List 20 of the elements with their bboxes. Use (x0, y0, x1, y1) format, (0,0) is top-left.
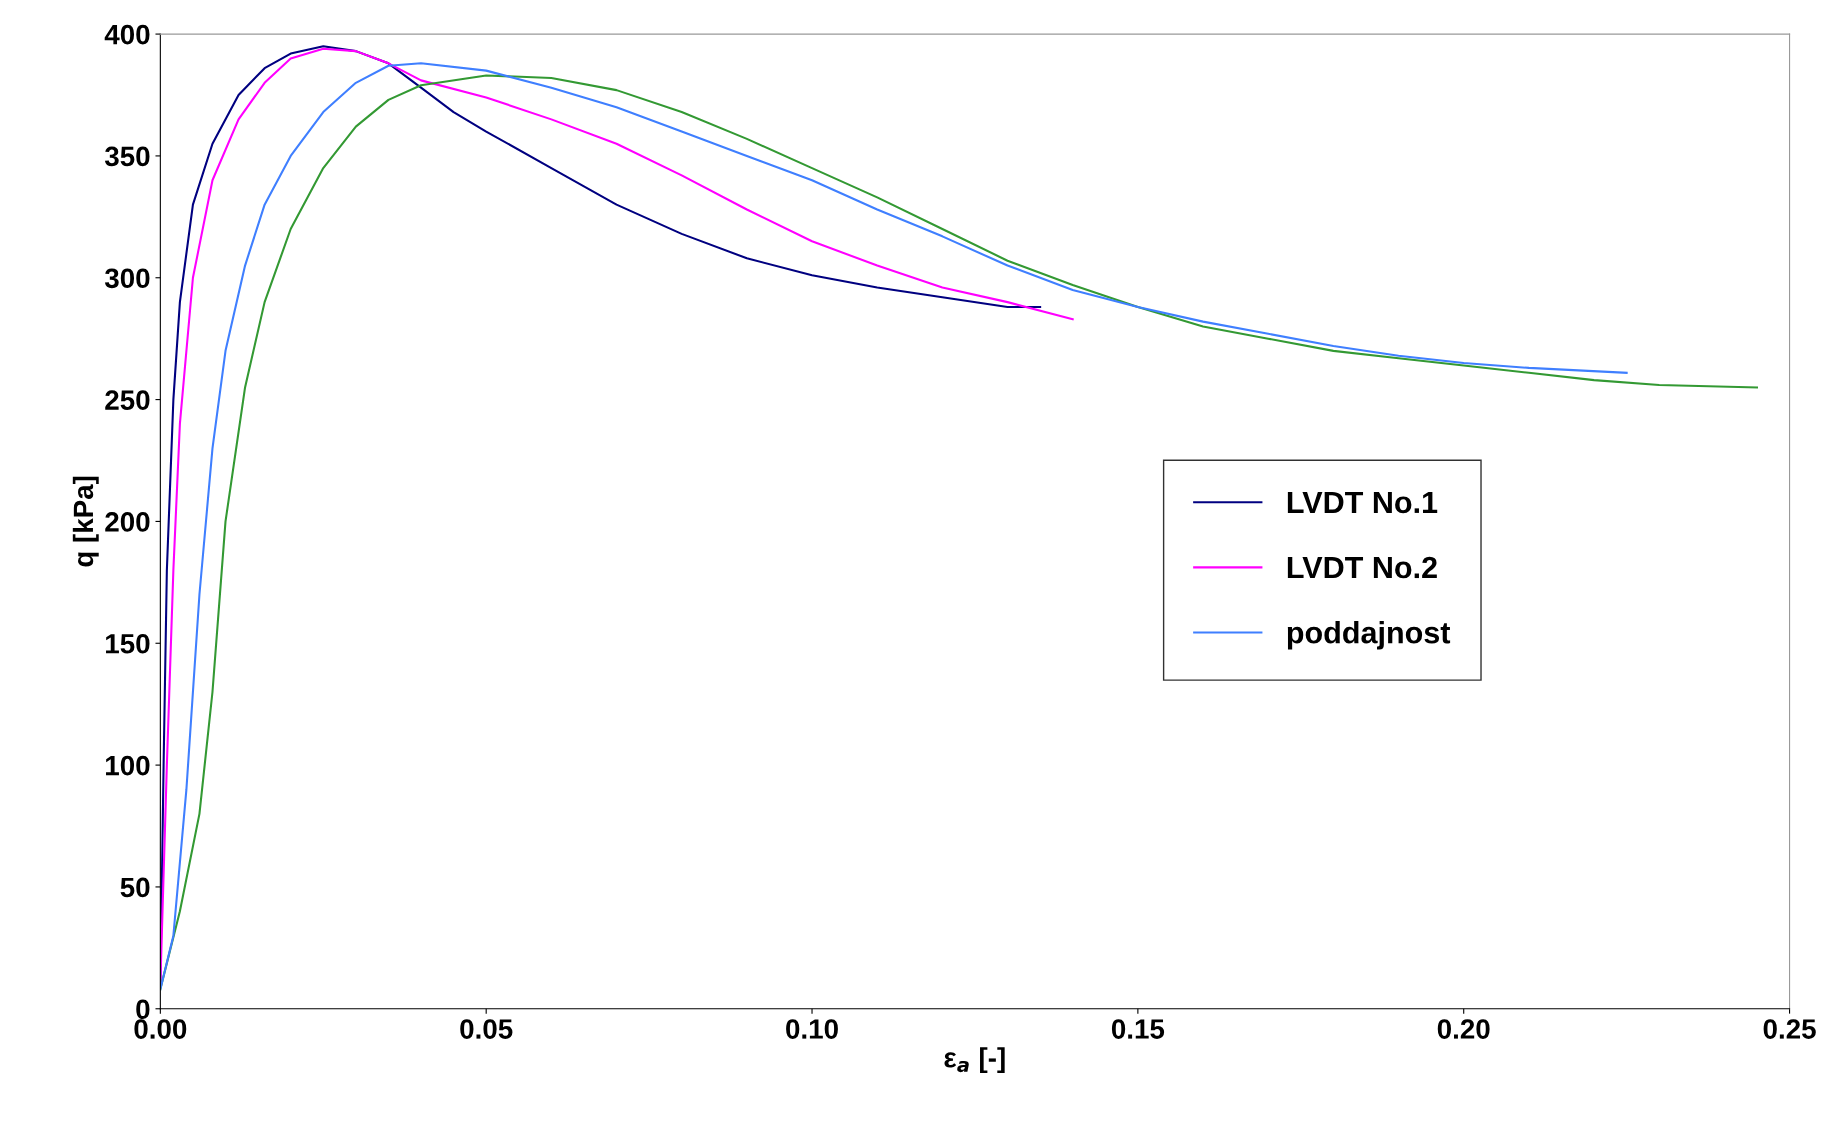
x-tick-label: 0.15 (1111, 1019, 1165, 1039)
x-tick-label: 0.10 (786, 1019, 838, 1039)
y-tick-label: 400 (104, 24, 150, 45)
x-axis-title: ε$_{a}$ [-] (944, 1047, 1005, 1074)
x-tick-label: 0.00 (134, 1019, 187, 1039)
y-tick-label: 100 (106, 755, 150, 776)
legend-label: LVDT No.1 (1287, 491, 1438, 514)
y-tick-label: 50 (120, 877, 150, 898)
y-tick-label: 350 (104, 146, 150, 167)
y-tick-label: 0 (136, 999, 150, 1020)
y-tick-label: 300 (104, 268, 150, 289)
x-tick-label: 0.20 (1437, 1019, 1490, 1039)
y-tick-label: 200 (105, 512, 150, 532)
legend-label: poddajnost (1287, 621, 1451, 650)
y-axis-title: q [kPa] (72, 476, 99, 567)
y-tick-label: 150 (106, 633, 150, 654)
x-tick-label: 0.05 (460, 1019, 513, 1039)
legend-label: LVDT No.2 (1287, 556, 1437, 579)
y-tick-label: 250 (105, 390, 150, 410)
x-tick-label: 0.25 (1763, 1019, 1816, 1039)
